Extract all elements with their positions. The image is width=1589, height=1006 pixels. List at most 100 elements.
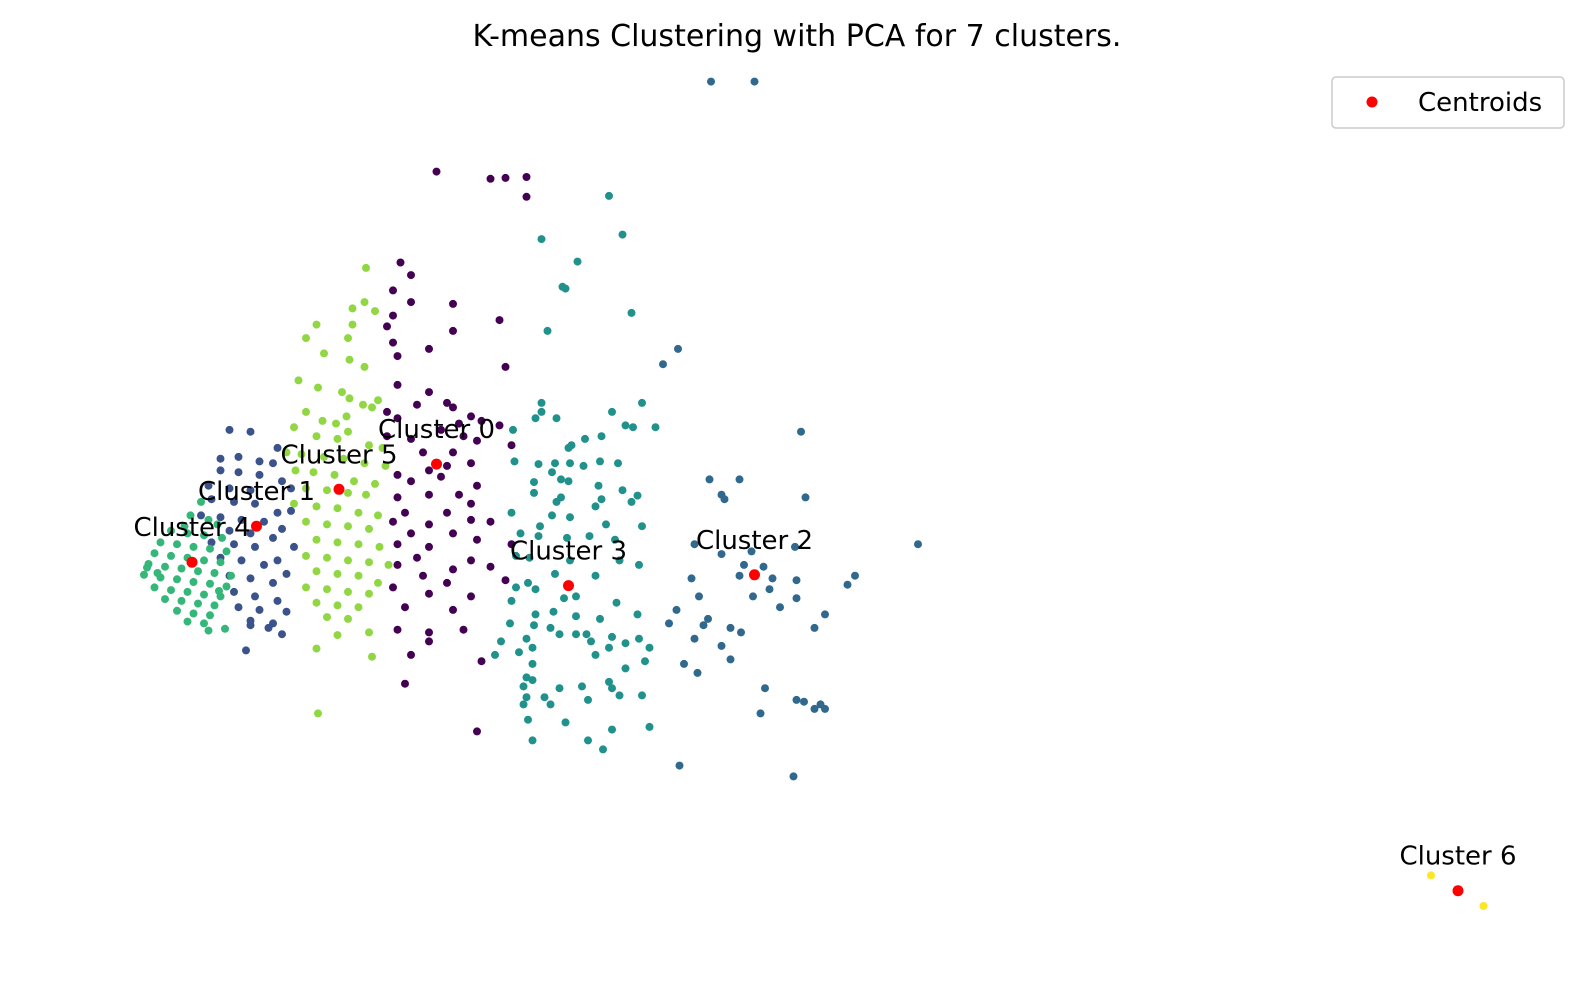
cluster-1-point bbox=[242, 646, 250, 655]
cluster-5-point bbox=[381, 461, 390, 470]
cluster-2-point bbox=[768, 574, 777, 583]
cluster-5-point bbox=[374, 511, 382, 520]
cluster-4-point bbox=[194, 567, 202, 576]
cluster-5-point bbox=[384, 560, 393, 569]
cluster-0-point bbox=[389, 286, 397, 295]
cluster-0-point bbox=[407, 477, 415, 486]
cluster-3-point bbox=[552, 414, 561, 423]
cluster-0-point bbox=[425, 388, 433, 397]
cluster-5-point bbox=[318, 416, 327, 425]
cluster-3-point bbox=[497, 637, 505, 646]
cluster-3-point bbox=[621, 664, 630, 673]
cluster-1-point bbox=[269, 533, 277, 542]
cluster-5-point bbox=[375, 542, 384, 551]
cluster-5-point bbox=[312, 502, 321, 511]
cluster-3-point bbox=[548, 511, 556, 520]
cluster-4-point bbox=[213, 520, 222, 529]
cluster-0-point bbox=[495, 316, 504, 325]
cluster-5-point bbox=[291, 466, 300, 475]
cluster-2-point bbox=[821, 704, 829, 713]
cluster-4-point bbox=[183, 529, 192, 538]
cluster-3-point bbox=[585, 532, 594, 541]
cluster-2-point bbox=[672, 605, 681, 614]
cluster-5-point bbox=[312, 567, 321, 576]
cluster-0-point bbox=[419, 448, 427, 457]
cluster-3-point bbox=[572, 612, 580, 621]
cluster-2-point bbox=[665, 619, 673, 628]
centroids-layer bbox=[186, 458, 1464, 897]
cluster-0-point bbox=[393, 560, 402, 569]
cluster-3-point bbox=[597, 432, 606, 441]
cluster-1-point bbox=[207, 495, 216, 504]
cluster-4-point bbox=[222, 582, 231, 591]
cluster-3-point bbox=[635, 634, 643, 643]
cluster-3-point bbox=[566, 556, 574, 565]
cluster-5-points bbox=[282, 263, 393, 718]
cluster-2-point bbox=[759, 562, 768, 571]
cluster-3-label: Cluster 3 bbox=[510, 537, 627, 567]
cluster-0-point bbox=[449, 403, 457, 412]
cluster-0-point bbox=[407, 271, 415, 280]
cluster-2-point bbox=[707, 77, 715, 86]
cluster-4-point bbox=[206, 611, 214, 620]
cluster-0-point bbox=[443, 508, 451, 517]
cluster-2-point bbox=[810, 623, 819, 632]
cluster-0-point bbox=[432, 167, 441, 176]
cluster-5-point bbox=[354, 508, 363, 517]
cluster-3-point bbox=[543, 326, 552, 335]
cluster-0-point bbox=[425, 466, 433, 475]
cluster-2-point bbox=[674, 344, 682, 353]
cluster-2-point bbox=[851, 571, 859, 580]
cluster-0-point bbox=[449, 565, 457, 574]
cluster-5-label: Cluster 5 bbox=[280, 440, 397, 470]
cluster-2-point bbox=[914, 540, 922, 549]
cluster-0-point bbox=[425, 637, 433, 646]
cluster-3-point bbox=[618, 230, 627, 239]
cluster-3-point bbox=[596, 457, 604, 466]
cluster-3-point bbox=[528, 643, 537, 652]
cluster-3-point bbox=[528, 676, 537, 685]
cluster-2-point bbox=[704, 614, 712, 623]
cluster-5-point bbox=[348, 320, 357, 329]
cluster-2-point bbox=[843, 580, 852, 589]
cluster-0-point bbox=[459, 432, 468, 441]
cluster-1-point bbox=[246, 427, 255, 436]
cluster-3-point bbox=[605, 191, 613, 200]
cluster-2-point bbox=[792, 695, 801, 704]
cluster-3-point bbox=[584, 695, 592, 704]
cluster-3-point bbox=[591, 502, 600, 511]
cluster-2-point bbox=[776, 603, 784, 612]
cluster-3-point bbox=[531, 414, 540, 423]
cluster-2-label: Cluster 2 bbox=[696, 526, 813, 556]
cluster-2-point bbox=[761, 684, 769, 693]
cluster-4-point bbox=[218, 533, 226, 542]
cluster-0-point bbox=[467, 592, 475, 601]
cluster-3-points bbox=[491, 191, 660, 754]
cluster-6-label: Cluster 6 bbox=[1399, 842, 1516, 872]
cluster-1-point bbox=[273, 596, 282, 605]
cluster-4-centroid bbox=[186, 556, 198, 568]
cluster-4-point bbox=[197, 497, 205, 506]
cluster-3-point bbox=[612, 598, 621, 607]
cluster-5-point bbox=[323, 486, 331, 495]
cluster-0-point bbox=[455, 419, 463, 428]
cluster-5-point bbox=[365, 441, 373, 450]
cluster-3-point bbox=[540, 693, 549, 702]
cluster-0-point bbox=[467, 515, 475, 524]
cluster-4-point bbox=[161, 562, 169, 571]
cluster-0-point bbox=[425, 520, 433, 529]
cluster-5-point bbox=[314, 383, 322, 392]
cluster-3-point bbox=[536, 522, 544, 531]
cluster-5-point bbox=[312, 535, 321, 544]
cluster-4-point bbox=[167, 586, 175, 595]
cluster-2-point bbox=[749, 592, 757, 601]
cluster-1-point bbox=[230, 540, 238, 549]
cluster-0-point bbox=[407, 434, 415, 443]
cluster-1-point bbox=[278, 477, 286, 486]
cluster-5-point bbox=[312, 432, 321, 441]
cluster-0-point bbox=[425, 344, 433, 353]
cluster-0-point bbox=[383, 407, 391, 416]
cluster-1-label: Cluster 1 bbox=[198, 477, 315, 507]
cluster-0-point bbox=[486, 562, 495, 571]
cluster-3-point bbox=[509, 425, 517, 434]
